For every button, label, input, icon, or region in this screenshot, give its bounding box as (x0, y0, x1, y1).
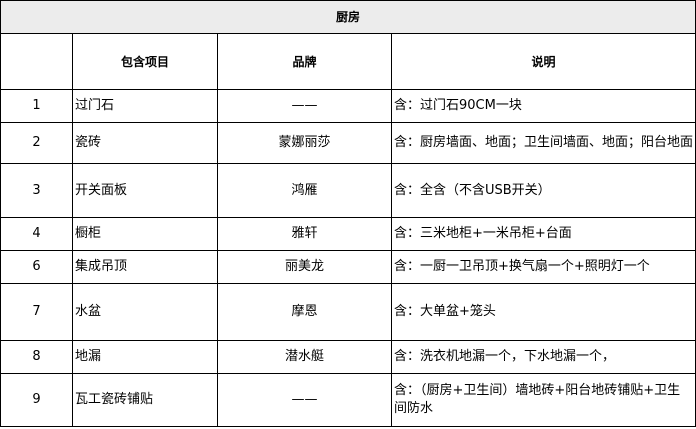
row-number: 1 (0, 89, 73, 123)
table-row: 6 集成吊顶 丽美龙 含：一厨一卫吊顶+换气扇一个+照明灯一个 (0, 250, 696, 284)
table-row: 9 瓦工瓷砖铺贴 —— 含：（厨房+卫生间）墙地砖+阳台地砖铺贴+卫生间防水 (0, 373, 696, 427)
row-number: 8 (0, 340, 73, 374)
table-row: 8 地漏 潜水艇 含：洗衣机地漏一个，下水地漏一个， (0, 340, 696, 374)
row-brand: 雅轩 (217, 217, 392, 251)
header-no (0, 33, 73, 90)
header-desc: 说明 (390, 33, 696, 90)
row-brand: 鸿雁 (217, 163, 392, 218)
row-desc: 含：洗衣机地漏一个，下水地漏一个， (390, 340, 696, 374)
row-desc: 含：厨房墙面、地面；卫生间墙面、地面；阳台地面 (390, 122, 696, 164)
row-number: 7 (0, 283, 73, 341)
header-brand: 品牌 (217, 33, 392, 90)
table-row: 3 开关面板 鸿雁 含：全含（不含USB开关） (0, 163, 696, 218)
row-number: 2 (0, 122, 73, 164)
row-item: 瓦工瓷砖铺贴 (72, 373, 218, 427)
row-number: 6 (0, 250, 73, 284)
row-desc: 含：大单盆+笼头 (390, 283, 696, 341)
row-desc: 含：一厨一卫吊顶+换气扇一个+照明灯一个 (390, 250, 696, 284)
row-desc: 含：三米地柜+一米吊柜+台面 (390, 217, 696, 251)
row-item: 水盆 (72, 283, 218, 341)
table-row: 4 橱柜 雅轩 含：三米地柜+一米吊柜+台面 (0, 217, 696, 251)
header-item: 包含项目 (72, 33, 218, 90)
table-title: 厨房 (0, 0, 696, 34)
row-brand: 丽美龙 (217, 250, 392, 284)
row-brand: 潜水艇 (217, 340, 392, 374)
row-desc: 含：（厨房+卫生间）墙地砖+阳台地砖铺贴+卫生间防水 (390, 373, 696, 427)
row-item: 橱柜 (72, 217, 218, 251)
row-brand: 蒙娜丽莎 (217, 122, 392, 164)
row-desc: 含：过门石90CM一块 (390, 89, 696, 123)
row-number: 3 (0, 163, 73, 218)
table-row: 7 水盆 摩恩 含：大单盆+笼头 (0, 283, 696, 341)
row-desc: 含：全含（不含USB开关） (390, 163, 696, 218)
row-brand: —— (217, 373, 392, 427)
row-item: 集成吊顶 (72, 250, 218, 284)
row-item: 开关面板 (72, 163, 218, 218)
row-brand: 摩恩 (217, 283, 392, 341)
row-number: 9 (0, 373, 73, 427)
row-brand: —— (217, 89, 392, 123)
row-item: 过门石 (72, 89, 218, 123)
row-item: 地漏 (72, 340, 218, 374)
table-row: 2 瓷砖 蒙娜丽莎 含：厨房墙面、地面；卫生间墙面、地面；阳台地面 (0, 122, 696, 164)
row-item: 瓷砖 (72, 122, 218, 164)
table-row: 1 过门石 —— 含：过门石90CM一块 (0, 89, 696, 123)
row-number: 4 (0, 217, 73, 251)
